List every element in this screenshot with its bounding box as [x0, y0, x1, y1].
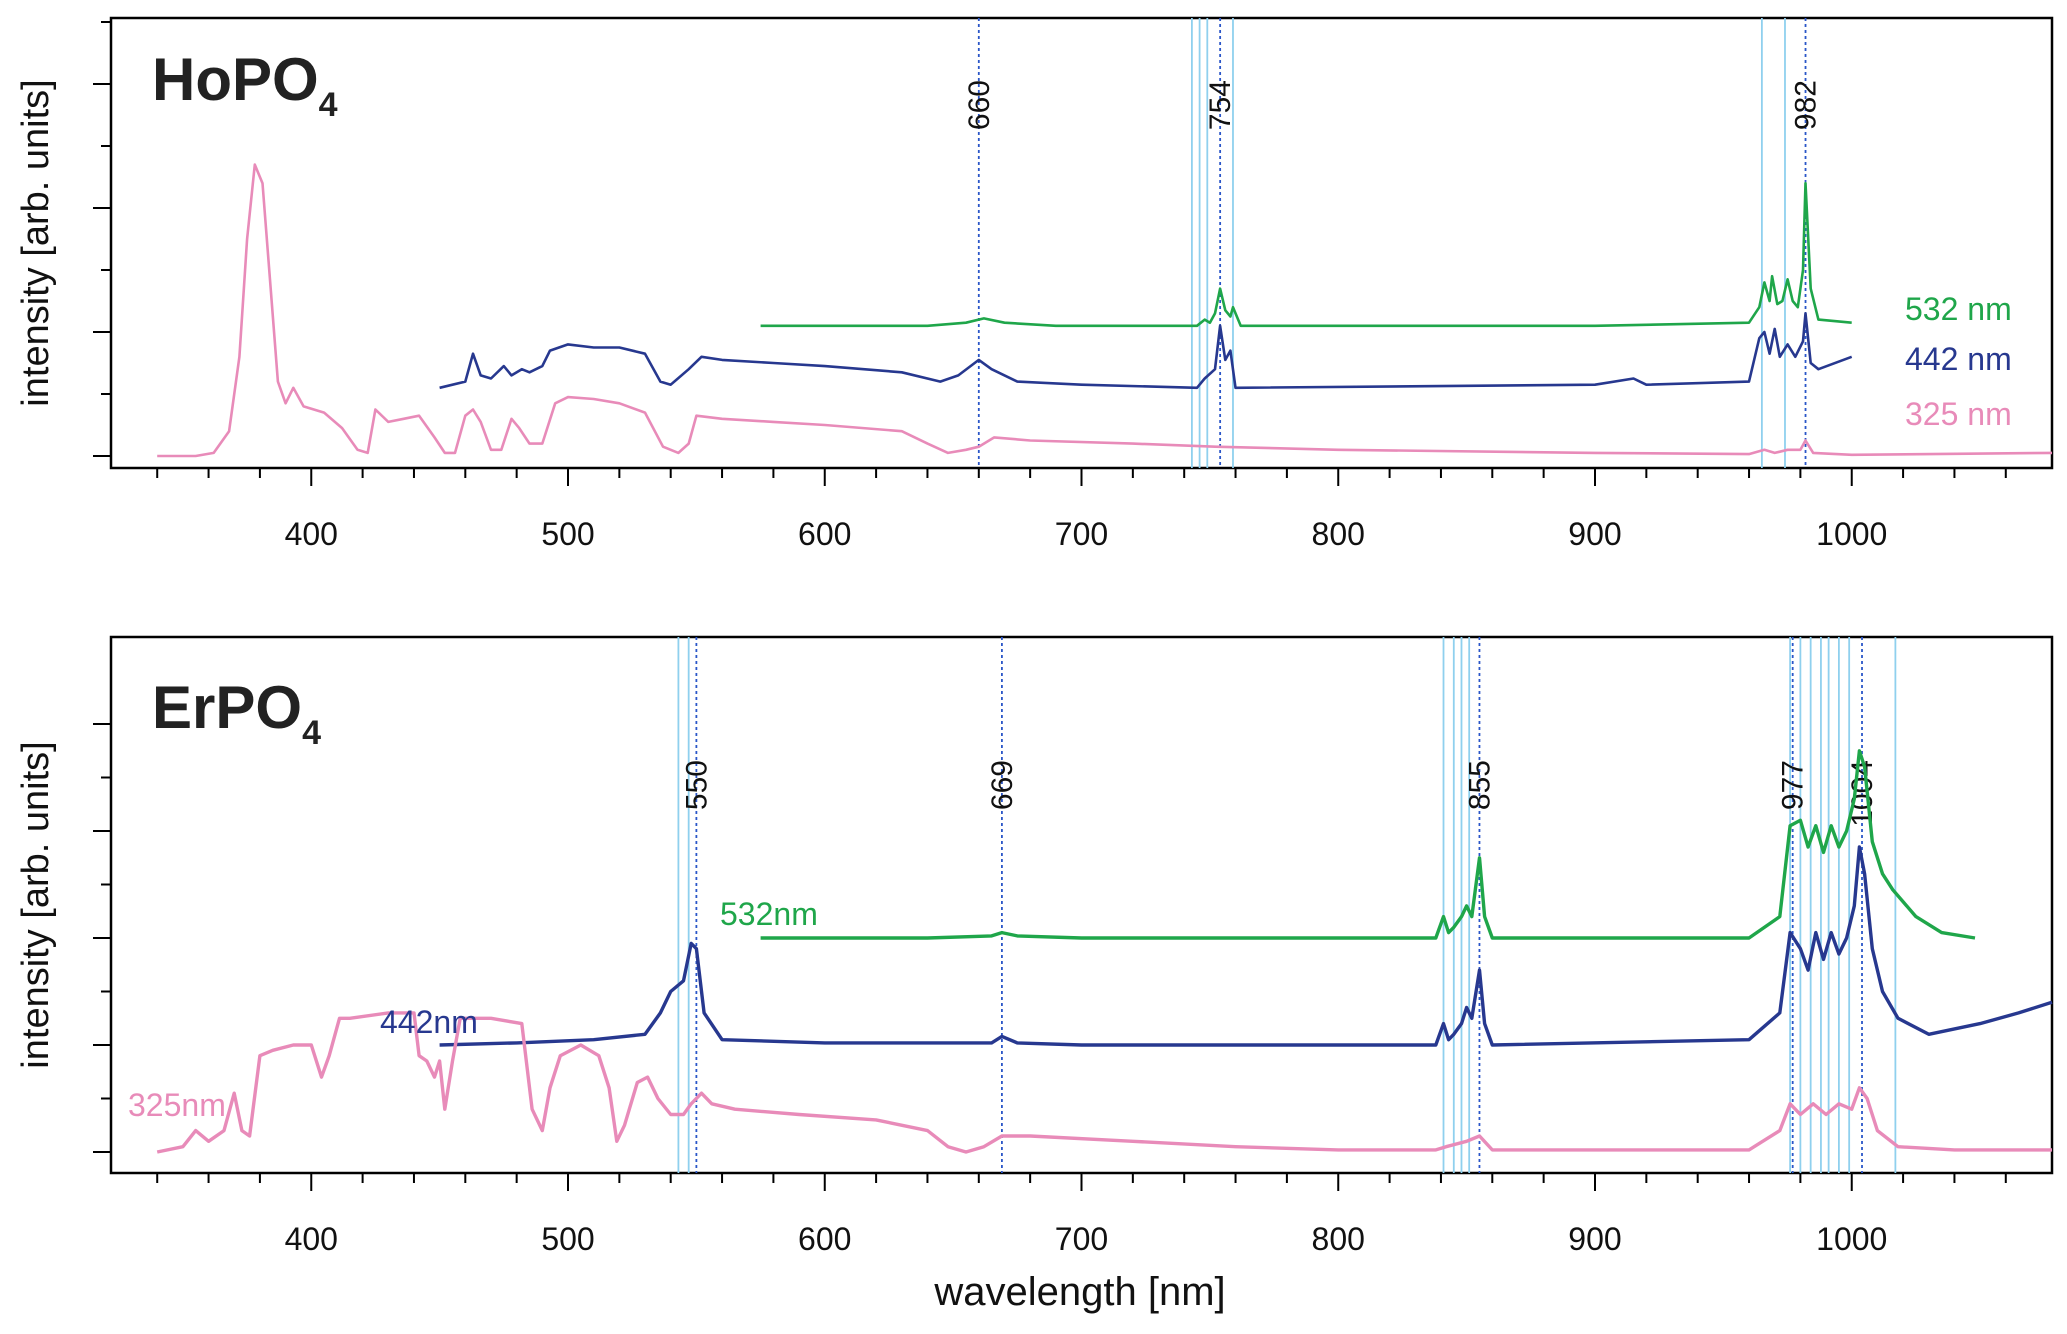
reference-lines: 550 669 855 977 1004 [677, 637, 1897, 1173]
x-tick-label: 900 [1568, 1221, 1621, 1257]
x-tick-label: 800 [1312, 516, 1365, 552]
x-tick-label: 1000 [1816, 1221, 1887, 1257]
series-group [157, 163, 2053, 458]
legend: 532nm 442nm 325nm [128, 896, 818, 1123]
peak-label: 982 [1790, 80, 1823, 130]
peak-label: 660 [963, 80, 996, 130]
x-tick-label: 400 [285, 1221, 338, 1257]
peak-label: 754 [1204, 80, 1237, 130]
series-line [439, 312, 1853, 390]
x-tick-label: 500 [541, 516, 594, 552]
x-tick-label: 700 [1055, 1221, 1108, 1257]
panel-erpo4: 550 669 855 977 1004 400 500 600 700 800 900 1000 … [15, 635, 2054, 1314]
panel-title: HoPO4 [152, 46, 338, 124]
x-tick-label: 400 [285, 516, 338, 552]
x-axis-label: wavelength [nm] [933, 1270, 1225, 1314]
legend-label: 532 nm [1905, 291, 2012, 327]
axes: 400 500 600 700 800 900 1000 [93, 21, 2007, 552]
peak-label: 977 [1777, 760, 1810, 810]
peak-label: 855 [1463, 760, 1496, 810]
legend: 532 nm 442 nm 325 nm [1905, 291, 2012, 432]
x-tick-label: 600 [798, 1221, 851, 1257]
y-axis-label: intensity [arb. units] [15, 741, 57, 1068]
legend-label: 325nm [128, 1087, 226, 1123]
peak-label: 669 [986, 760, 1019, 810]
series-line [760, 749, 1976, 940]
peak-label: 550 [680, 760, 713, 810]
panel-hopo4: 660 754 982 400 500 600 700 800 900 1000 HoPO4 i… [15, 16, 2054, 552]
plot-frame [109, 16, 2054, 470]
series-line [439, 845, 2053, 1047]
y-axis-label: intensity [arb. units] [15, 79, 57, 406]
panel-title: ErPO4 [152, 674, 321, 752]
x-tick-label: 800 [1312, 1221, 1365, 1257]
x-tick-label: 600 [798, 516, 851, 552]
legend-label: 325 nm [1905, 396, 2012, 432]
series-line [760, 181, 1852, 328]
plot-frame [109, 635, 2054, 1175]
legend-label: 442nm [380, 1004, 478, 1040]
x-tick-label: 500 [541, 1221, 594, 1257]
series-group [156, 749, 2053, 1154]
x-tick-label: 900 [1568, 516, 1621, 552]
series-line [157, 163, 2053, 458]
x-tick-label: 700 [1055, 516, 1108, 552]
x-tick-label: 1000 [1816, 516, 1887, 552]
legend-label: 532nm [720, 896, 818, 932]
axes: 400 500 600 700 800 900 1000 [93, 723, 2007, 1257]
reference-lines: 660 754 982 [963, 18, 1823, 468]
series-line [156, 1011, 2052, 1154]
legend-label: 442 nm [1905, 341, 2012, 377]
